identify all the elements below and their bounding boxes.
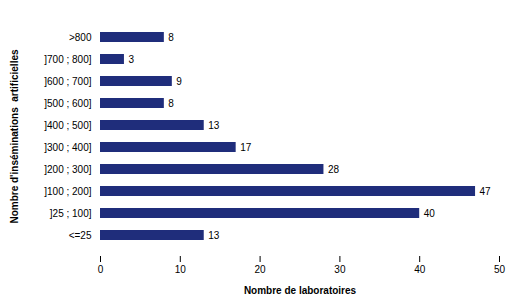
svg-text:40: 40 [414, 264, 426, 275]
svg-text:13: 13 [208, 120, 220, 131]
svg-text:8: 8 [168, 32, 174, 43]
svg-text:8: 8 [168, 98, 174, 109]
svg-text:9: 9 [176, 76, 182, 87]
svg-text:]400 ; 500]: ]400 ; 500] [44, 120, 91, 131]
svg-text:28: 28 [328, 164, 340, 175]
svg-text:50: 50 [494, 264, 506, 275]
svg-text:10: 10 [175, 264, 187, 275]
svg-text:]100 ; 200]: ]100 ; 200] [44, 186, 91, 197]
svg-text:17: 17 [240, 142, 252, 153]
svg-text:]200 ; 300]: ]200 ; 300] [44, 164, 91, 175]
svg-text:0: 0 [98, 264, 104, 275]
svg-text:Nombre d'inséminations artifi: Nombre d'inséminations artificielles [9, 49, 20, 224]
svg-text:]300 ; 400]: ]300 ; 400] [44, 142, 91, 153]
svg-text:]600 ; 700]: ]600 ; 700] [44, 76, 91, 87]
svg-text:40: 40 [424, 208, 436, 219]
svg-text:20: 20 [255, 264, 267, 275]
svg-text:<=25: <=25 [69, 230, 92, 241]
svg-text:Nombre de laboratoires: Nombre de laboratoires [244, 285, 357, 296]
svg-text:]700 ; 800]: ]700 ; 800] [44, 54, 91, 65]
svg-text:>800: >800 [69, 32, 92, 43]
svg-text:]500 ; 600]: ]500 ; 600] [44, 98, 91, 109]
svg-text:13: 13 [208, 230, 220, 241]
svg-text:3: 3 [128, 54, 134, 65]
svg-text:47: 47 [480, 186, 492, 197]
svg-text:]25 ; 100]: ]25 ; 100] [50, 208, 92, 219]
svg-text:30: 30 [334, 264, 346, 275]
